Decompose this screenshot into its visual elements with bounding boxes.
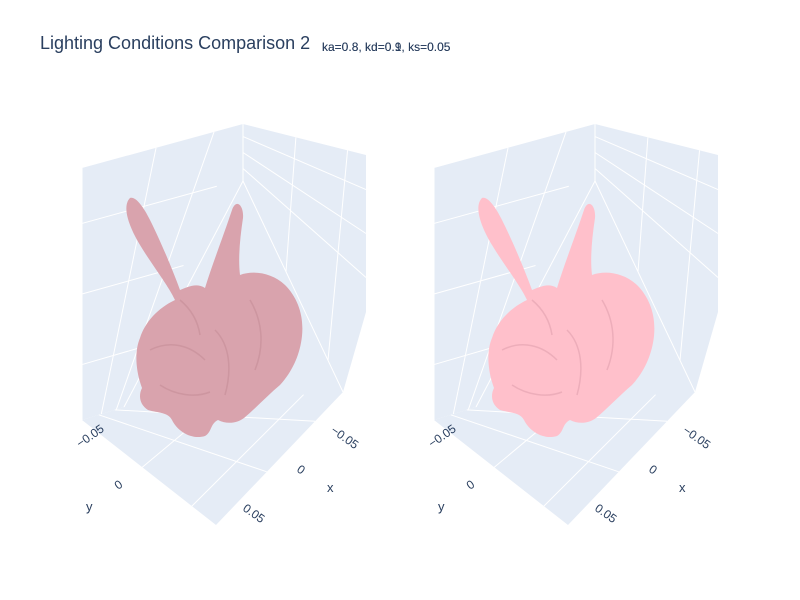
grid-line [679, 150, 701, 361]
y-axis-label: y [86, 499, 93, 514]
x-tick-label: 0.05 [592, 501, 619, 526]
x-tick-label: 0 [294, 462, 308, 477]
x-tick-label: 0 [646, 462, 660, 477]
mesh-surface [478, 197, 655, 438]
back-wall-right [243, 124, 366, 392]
grid-line [637, 137, 649, 272]
grid-line [191, 394, 304, 507]
grid-line [242, 168, 367, 278]
y-tick-label: 0 [112, 477, 126, 492]
mesh-shading [511, 384, 563, 396]
grid-line [81, 185, 217, 224]
grid-line [450, 414, 619, 473]
mesh-shading [501, 344, 558, 361]
y-tick-label: 0 [464, 477, 478, 492]
x-tick-label: 0.05 [240, 501, 267, 526]
grid-line [285, 137, 297, 272]
grid-line [98, 414, 267, 473]
grid-line [543, 394, 656, 507]
mesh-shading [566, 329, 582, 396]
grid-line [242, 136, 367, 190]
grid-line [594, 168, 719, 278]
y-axis-label: y [438, 499, 445, 514]
grid-line [433, 185, 569, 224]
mesh-shading [531, 299, 553, 336]
x-tick-label: −0.05 [680, 423, 713, 452]
mesh-bunny[interactable] [478, 197, 655, 438]
grid-line [242, 152, 367, 234]
mesh-shading [159, 384, 211, 396]
grid-line [594, 136, 719, 190]
back-wall-right [595, 124, 718, 392]
subplot-2-subtitle: ka=0.8, kd=0.1, ks=0.05 [322, 40, 451, 54]
x-axis-label: x [327, 480, 334, 495]
grid-line [327, 150, 349, 361]
grid-line [594, 152, 719, 234]
mesh-shading [179, 299, 201, 336]
mesh-bunny[interactable] [126, 197, 303, 438]
mesh-shading [249, 299, 262, 371]
subplot-1-subtitle: ka=0.8, kd=0.9, ks=0.05 [322, 40, 451, 54]
page-title: Lighting Conditions Comparison 2 [40, 33, 311, 53]
mesh-shading [601, 299, 614, 371]
mesh-surface [126, 197, 303, 438]
mesh-shading [214, 329, 230, 396]
x-axis-label: x [679, 480, 686, 495]
x-tick-label: −0.05 [328, 423, 361, 452]
mesh-shading [149, 344, 206, 361]
